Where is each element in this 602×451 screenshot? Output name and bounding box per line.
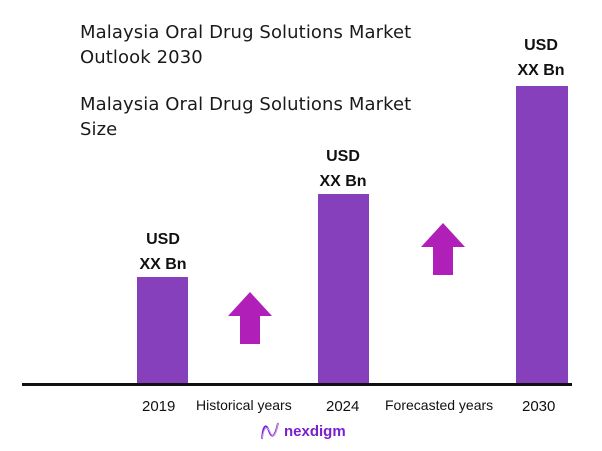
bar-2024-value-label: USD XX Bn <box>298 144 388 194</box>
historical-years-label: Historical years <box>196 397 292 413</box>
value-amount: XX Bn <box>517 62 565 79</box>
bar-2024 <box>318 194 369 384</box>
value-currency: USD <box>524 37 558 54</box>
up-arrow-icon <box>228 292 272 344</box>
nexdigm-logo: nexdigm <box>260 421 346 441</box>
x-axis-line <box>22 383 572 386</box>
up-arrow-icon <box>421 223 465 275</box>
nexdigm-wave-icon <box>261 422 279 440</box>
bar-2030 <box>516 86 568 384</box>
x-tick-2030: 2030 <box>522 398 556 415</box>
value-currency: USD <box>146 231 180 248</box>
value-amount: XX Bn <box>139 256 187 273</box>
x-tick-2024: 2024 <box>326 398 360 415</box>
value-amount: XX Bn <box>319 173 367 190</box>
chart-subtitle: Malaysia Oral Drug Solutions Market Size <box>80 94 412 140</box>
forecasted-years-label: Forecasted years <box>385 397 494 413</box>
bar-2019 <box>137 277 188 384</box>
chart-title: Malaysia Oral Drug Solutions Market Outl… <box>80 22 412 68</box>
value-currency: USD <box>326 148 360 165</box>
bar-2030-value-label: USD XX Bn <box>496 33 586 83</box>
bar-2019-value-label: USD XX Bn <box>118 227 208 277</box>
x-tick-2019: 2019 <box>142 398 176 415</box>
logo-text: nexdigm <box>284 422 346 440</box>
